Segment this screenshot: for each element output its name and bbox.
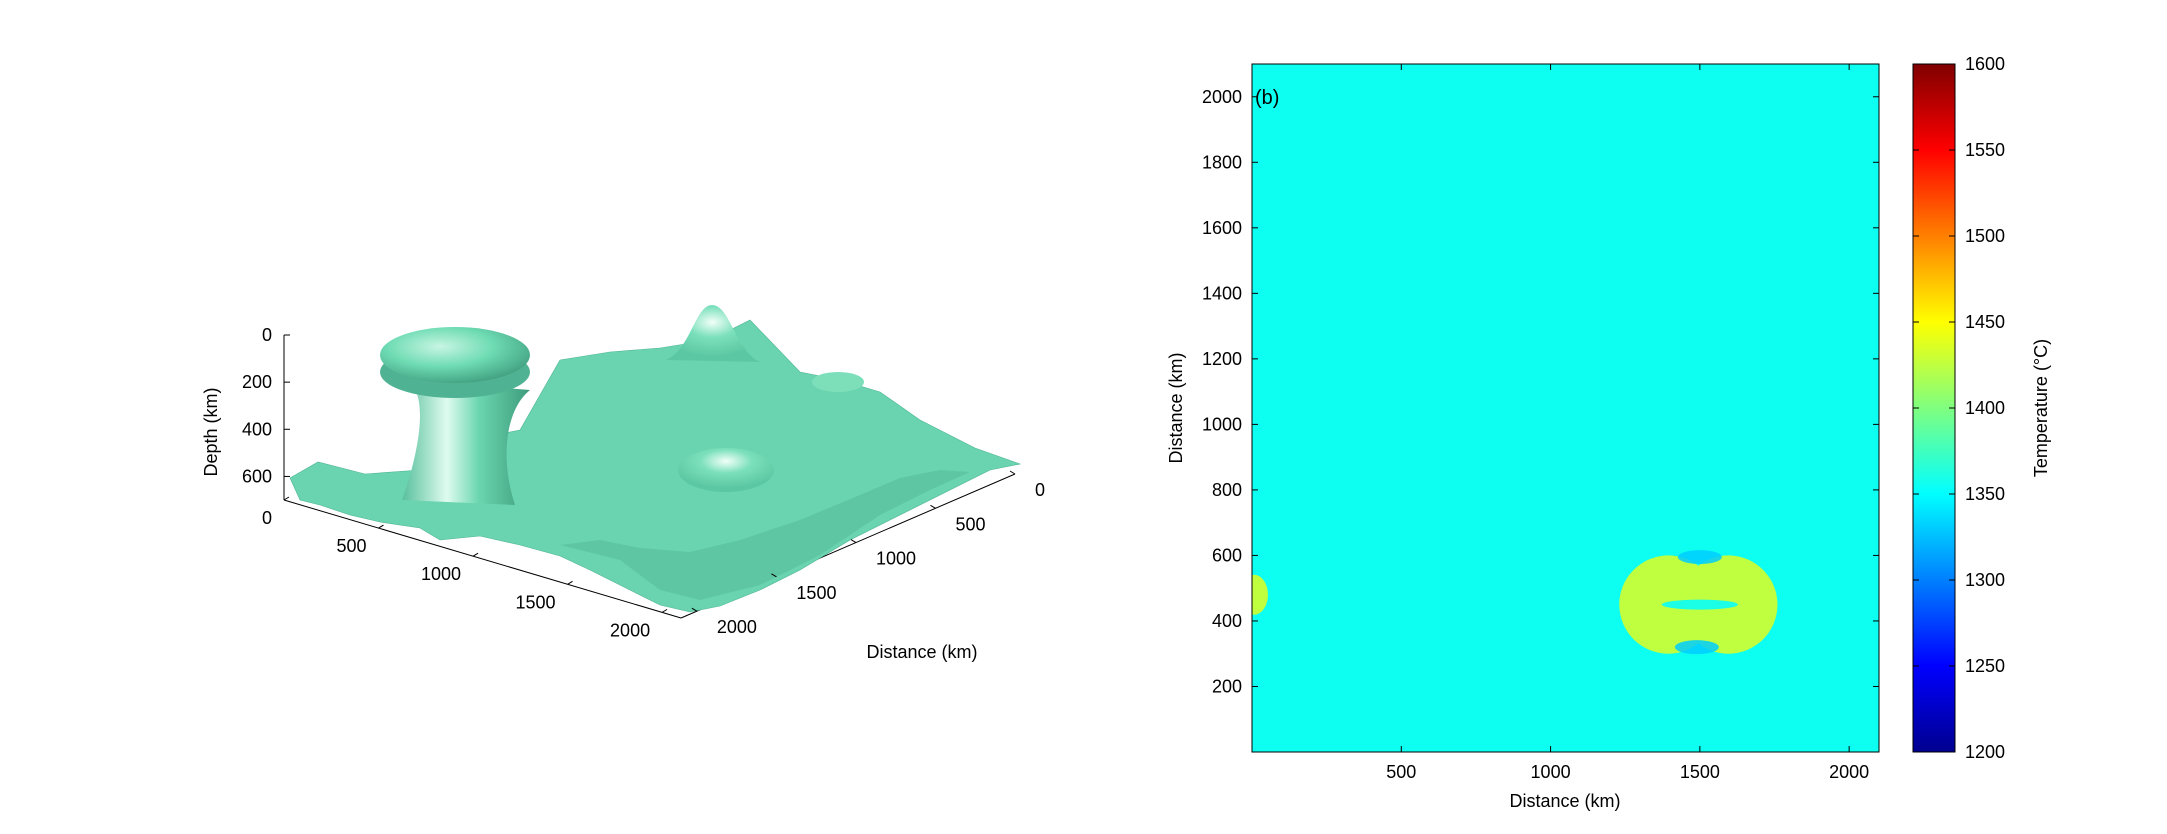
y-tick-label: 1000 <box>876 549 916 569</box>
heatmap-ylabel: Distance (km) <box>1166 352 1186 463</box>
heatmap-xlabel: Distance (km) <box>1509 791 1620 811</box>
hm-x-tick-label: 1500 <box>1680 762 1720 782</box>
x-tick-label: 1000 <box>421 564 461 584</box>
surface-ridge-right <box>812 372 864 392</box>
hm-y-tick-label: 2000 <box>1202 87 1242 107</box>
colorbar-tick-label: 1550 <box>1965 140 2005 160</box>
z-tick-label: 600 <box>242 466 272 486</box>
colorbar-tick-label: 1500 <box>1965 226 2005 246</box>
x-tick-label: 0 <box>262 508 272 528</box>
x-tick-mark <box>283 496 290 501</box>
hm-y-tick-label: 800 <box>1212 480 1242 500</box>
surface-tick-labels: 0 200 400 600 0 500 1000 1500 2000 0 500 1000 1500 20… <box>242 325 1045 640</box>
plume-head <box>380 327 530 383</box>
z-tick-label: 200 <box>242 372 272 392</box>
hm-x-tick-label: 500 <box>1386 762 1416 782</box>
colorbar <box>1912 63 1956 753</box>
heatmap-tick-labels: 500 1000 1500 2000 200 400 600 800 1000 1200 1400 1… <box>1202 64 1879 782</box>
y-tick-mark <box>1009 470 1016 475</box>
anomaly-cold-spot <box>1677 550 1722 565</box>
z-tick-label: 400 <box>242 419 272 439</box>
hm-x-tick-label: 2000 <box>1829 762 1869 782</box>
y-tick-mark <box>850 539 857 544</box>
colorbar-tick-labels: 1200 1250 1300 1350 1400 1450 1500 1550 1600 <box>1913 54 2005 762</box>
y-tick-mark <box>771 573 777 578</box>
x-tick-mark <box>567 580 573 585</box>
colorbar-label: Temperature (°C) <box>2031 339 2051 477</box>
colorbar-tick-label: 1450 <box>1965 312 2005 332</box>
hm-y-tick-label: 1600 <box>1202 218 1242 238</box>
hm-y-tick-label: 1200 <box>1202 349 1242 369</box>
hm-y-tick-label: 400 <box>1212 611 1242 631</box>
surface-panel: 0 200 400 600 0 500 1000 1500 2000 0 500 1000 1500 20… <box>201 305 1045 662</box>
surface-peak-back <box>665 305 760 362</box>
isosurface-shadow <box>560 470 970 600</box>
heatmap-background <box>1252 64 1879 752</box>
colorbar-tick-label: 1600 <box>1965 54 2005 74</box>
hm-y-tick-label: 600 <box>1212 545 1242 565</box>
y-tick-mark <box>930 504 936 509</box>
surface-bump-front <box>678 448 774 492</box>
heatmap-frame <box>1251 63 1880 753</box>
y-tick-label: 1500 <box>796 583 836 603</box>
x-axis-line-front <box>283 499 682 619</box>
x-tick-label: 2000 <box>610 620 650 640</box>
hm-y-tick-label: 1000 <box>1202 414 1242 434</box>
x-tick-mark <box>472 552 479 557</box>
z-tick-label: 0 <box>262 325 272 345</box>
heatmap-annotation: (b) <box>1255 87 1279 109</box>
hm-y-tick-label: 1800 <box>1202 152 1242 172</box>
anomaly-edge-lobe <box>1252 574 1268 615</box>
colorbar-tick-label: 1300 <box>1965 570 2005 590</box>
x-tick-mark <box>661 608 668 613</box>
heatmap-field <box>1252 64 1879 752</box>
colorbar-tick-label: 1350 <box>1965 484 2005 504</box>
surface-xlabel: Distance (km) <box>866 642 977 662</box>
anomaly-cold-spot <box>1674 640 1719 655</box>
hm-y-tick-label: 1400 <box>1202 283 1242 303</box>
colorbar-tick-label: 1200 <box>1965 742 2005 762</box>
hm-x-tick-label: 1000 <box>1531 762 1571 782</box>
y-tick-label: 500 <box>955 514 985 534</box>
plume-stem <box>402 380 530 505</box>
surface-zlabel: Depth (km) <box>201 387 221 476</box>
x-tick-label: 1500 <box>516 592 556 612</box>
x-tick-label: 500 <box>336 536 366 556</box>
colorbar-tick-label: 1400 <box>1965 398 2005 418</box>
y-tick-label: 0 <box>1035 480 1045 500</box>
anomaly-core <box>1661 599 1738 610</box>
heatmap-panel: 500 1000 1500 20002004006008001000120014001… <box>1166 54 2051 811</box>
colorbar-tick-label: 1250 <box>1965 656 2005 676</box>
x-tick-mark <box>378 524 384 529</box>
y-tick-label: 2000 <box>717 617 757 637</box>
y-tick-mark <box>691 607 698 612</box>
hm-y-tick-label: 200 <box>1212 676 1242 696</box>
